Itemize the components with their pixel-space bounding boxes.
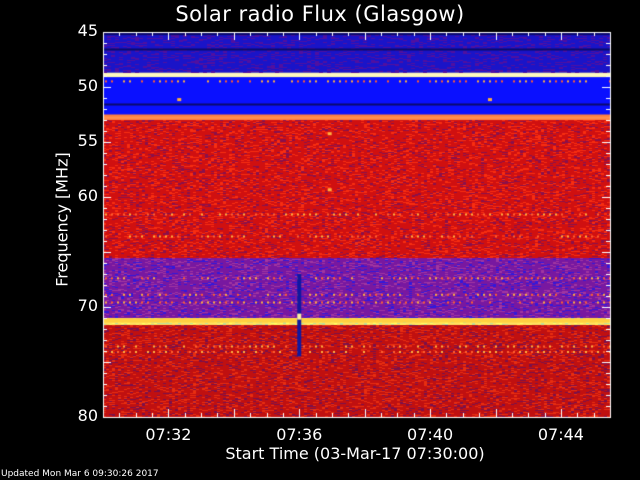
- y-tick-label: 50: [77, 76, 98, 95]
- x-tick-label: 07:40: [407, 425, 454, 444]
- y-tick-label: 70: [77, 296, 98, 315]
- y-tick-label: 60: [77, 186, 98, 205]
- y-tick-label: 55: [77, 131, 98, 150]
- x-tick-label: 07:44: [537, 425, 584, 444]
- x-tick-label: 07:32: [145, 425, 192, 444]
- updated-timestamp: Updated Mon Mar 6 09:30:26 2017: [1, 469, 159, 479]
- x-tick-label: 07:36: [276, 425, 323, 444]
- y-tick-label: 80: [77, 406, 98, 425]
- y-tick-label: 45: [77, 21, 98, 40]
- chart-title: Solar radio Flux (Glasgow): [175, 2, 465, 26]
- x-axis-label: Start Time (03-Mar-17 07:30:00): [225, 444, 485, 463]
